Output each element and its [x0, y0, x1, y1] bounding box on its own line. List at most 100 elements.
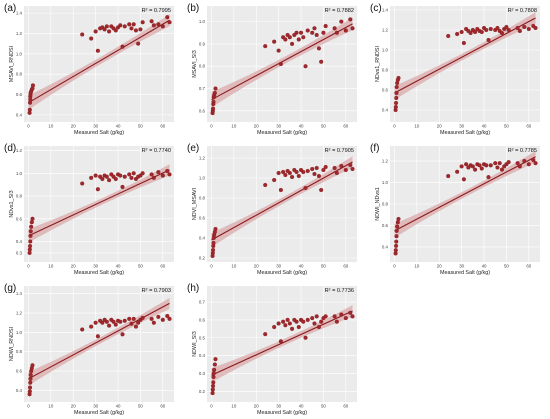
data-point: [319, 187, 324, 193]
data-point: [263, 182, 268, 188]
data-point: [210, 383, 216, 388]
data-point: [131, 22, 136, 27]
data-point: [316, 46, 321, 51]
data-point: [334, 30, 339, 35]
data-point: [499, 30, 504, 36]
y-tick-label: 1.2: [16, 31, 23, 36]
x-tick-label: 10: [231, 264, 236, 269]
data-point: [314, 314, 319, 319]
data-point: [473, 167, 478, 172]
scatter-chart: 0 10 20 30 40 50 60 0.4 0.6 0.8 1.0 1.2 1.4 Measured …: [370, 3, 540, 136]
data-point: [131, 171, 136, 176]
y-tick-label: 0.8: [16, 349, 23, 354]
data-point: [160, 24, 165, 29]
data-point: [95, 187, 100, 192]
x-tick-label: 30: [459, 264, 464, 269]
data-point: [27, 247, 32, 252]
data-point: [122, 174, 127, 179]
data-point: [396, 75, 401, 81]
y-tick-label: 1.4: [382, 8, 389, 13]
x-axis-label: Measured Salt (g/kg): [440, 270, 490, 276]
data-point: [303, 335, 308, 340]
x-tick-label: 10: [414, 124, 419, 129]
data-point: [446, 33, 451, 39]
data-point: [319, 59, 324, 64]
data-point: [531, 157, 536, 163]
data-point: [136, 41, 141, 46]
data-point: [113, 176, 118, 182]
data-point: [312, 171, 317, 177]
data-point: [278, 61, 283, 67]
data-point: [160, 173, 165, 178]
y-tick-label: 0.8: [382, 68, 389, 73]
data-point: [533, 161, 538, 166]
data-point: [127, 172, 132, 177]
data-point: [131, 316, 136, 321]
y-tick-label: 1.4: [16, 291, 23, 296]
regression-line: [211, 310, 353, 376]
regression-line: [211, 161, 353, 241]
data-point: [113, 28, 118, 33]
y-tick-label: 0.8: [382, 202, 389, 207]
data-point: [290, 326, 295, 331]
data-point: [298, 30, 304, 35]
y-axis-label: MSAVI_SI3: [192, 50, 198, 77]
x-tick-label: 40: [482, 124, 487, 129]
data-point: [343, 316, 348, 321]
data-point: [283, 323, 288, 328]
r-squared-label: R² = 0.7905: [325, 148, 354, 154]
y-tick-label: 1.0: [199, 176, 206, 181]
data-point: [127, 316, 132, 321]
y-tick-label: 0.4: [382, 244, 389, 249]
y-tick-label: 1.0: [382, 180, 389, 185]
data-point: [281, 169, 286, 175]
data-point: [305, 168, 310, 174]
y-axis-label: NDVI_MSAVI: [192, 188, 198, 220]
scatter-chart: 0 10 20 30 40 50 60 0.3 0.4 0.6 0.8 1.0 1.2 Measured …: [4, 143, 174, 276]
data-point: [303, 64, 308, 69]
x-tick-label: 60: [343, 404, 348, 409]
x-tick-label: 20: [71, 264, 76, 269]
x-tick-label: 30: [276, 404, 281, 409]
data-point: [211, 374, 216, 380]
data-point: [305, 28, 310, 33]
r-squared-label: R² = 0.7808: [508, 8, 537, 14]
data-point: [95, 334, 100, 339]
x-tick-label: 10: [414, 264, 419, 269]
data-point: [499, 167, 504, 172]
data-point: [140, 315, 145, 320]
y-tick-label: 0.2: [199, 256, 206, 261]
data-point: [332, 314, 337, 319]
x-tick-label: 60: [343, 264, 348, 269]
regression-line: [28, 302, 170, 380]
x-tick-label: 60: [160, 124, 165, 129]
data-point: [459, 164, 464, 169]
data-point: [100, 176, 105, 182]
data-point: [470, 164, 475, 169]
data-point: [118, 23, 123, 28]
data-point: [27, 389, 32, 394]
x-tick-label: 40: [116, 404, 121, 409]
data-point: [167, 172, 172, 177]
data-point: [290, 174, 295, 180]
panel-letter: (f): [370, 143, 379, 154]
data-point: [394, 95, 399, 101]
y-tick-label: 0.4: [16, 112, 23, 117]
data-point: [89, 175, 94, 180]
data-point: [165, 15, 170, 20]
data-point: [263, 44, 268, 49]
data-point: [30, 83, 36, 88]
data-point: [285, 317, 290, 322]
scatter-chart: 0 10 20 30 40 50 60 0.4 0.6 0.8 1.0 1.2 1.4 Measured …: [4, 3, 174, 136]
data-point: [281, 319, 286, 324]
data-point: [165, 168, 170, 174]
data-point: [156, 170, 161, 175]
x-tick-label: 0: [210, 264, 213, 269]
x-tick-label: 0: [27, 264, 30, 269]
data-point: [455, 169, 460, 174]
data-point: [212, 367, 217, 372]
data-point: [120, 332, 125, 337]
data-point: [28, 380, 33, 385]
scatter-chart: 0 10 20 30 40 50 60 0.6 0.7 0.8 0.9 1.0 Measured Sal…: [187, 3, 357, 136]
data-point: [283, 37, 288, 42]
